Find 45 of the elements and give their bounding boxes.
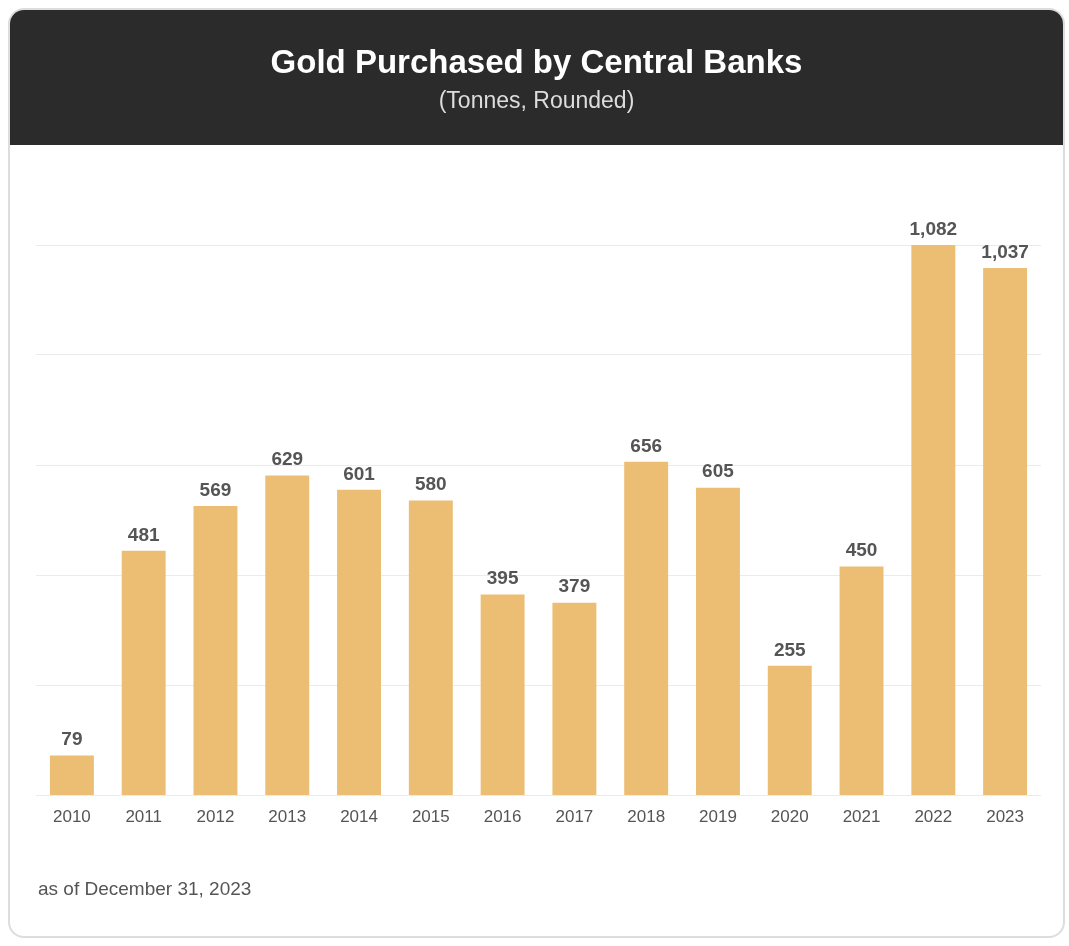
x-tick-label: 2021 <box>842 807 881 827</box>
x-tick-label: 2017 <box>555 807 594 827</box>
x-tick-label: 2022 <box>914 807 953 827</box>
data-label: 656 <box>630 434 663 456</box>
data-label: 580 <box>414 473 447 495</box>
bar <box>49 755 94 796</box>
x-tick-label: 2010 <box>52 807 91 827</box>
x-tick-label: 2014 <box>340 807 378 827</box>
x-tick-label: 2020 <box>770 807 809 827</box>
x-tick-label: 2011 <box>125 807 162 827</box>
x-tick-label: 2016 <box>483 807 522 827</box>
bar <box>983 267 1028 796</box>
data-label: 605 <box>702 460 735 482</box>
data-label: 79 <box>61 728 83 750</box>
bar <box>767 665 812 796</box>
data-label: 1,037 <box>981 240 1029 262</box>
data-label: 255 <box>773 638 807 660</box>
bar <box>696 487 740 796</box>
text: as of December 31, 2023 <box>38 878 252 900</box>
bar <box>337 489 381 796</box>
data-label: 395 <box>486 567 519 589</box>
data-label: 601 <box>343 462 376 484</box>
bar <box>480 594 525 796</box>
data-label: 450 <box>845 539 878 561</box>
x-tick-label: 2023 <box>986 807 1025 827</box>
data-label: 481 <box>127 523 160 545</box>
chart-subtitle: (Tonnes, Rounded) <box>437 87 636 114</box>
x-tick-label: 2019 <box>699 807 737 827</box>
bar <box>121 550 166 796</box>
bar <box>552 602 597 796</box>
bar <box>911 245 956 796</box>
chart-title: Gold Purchased by Central Banks <box>269 42 804 81</box>
x-tick-label: 2015 <box>411 807 450 827</box>
bar <box>408 500 453 796</box>
bar <box>193 506 238 796</box>
bar <box>265 475 310 796</box>
x-tick-label: 2012 <box>196 807 235 827</box>
x-tick-label: 2013 <box>268 807 307 827</box>
data-label: 629 <box>271 448 304 470</box>
data-label: 1,082 <box>909 217 958 239</box>
data-label: 379 <box>558 575 591 597</box>
x-tick-label: 2018 <box>627 807 666 827</box>
data-label: 569 <box>199 478 232 500</box>
bar <box>624 461 669 796</box>
bar <box>839 566 884 796</box>
